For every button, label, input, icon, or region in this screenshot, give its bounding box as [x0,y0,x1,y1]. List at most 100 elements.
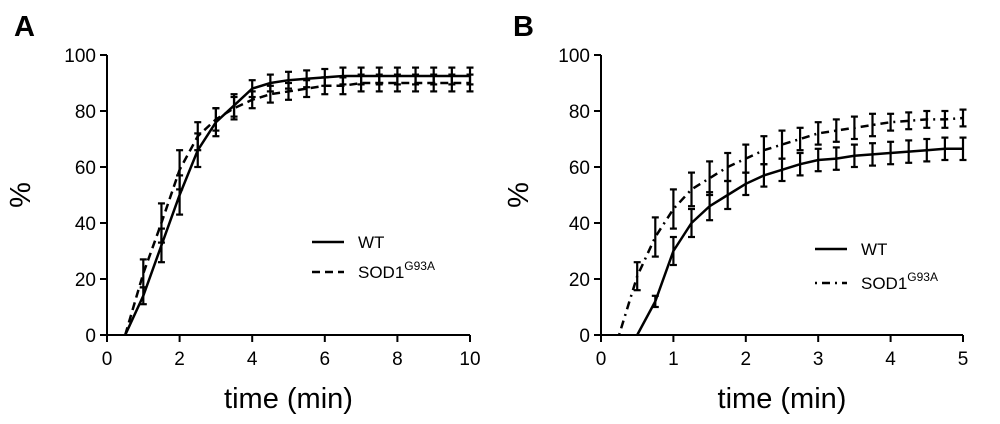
panel-b-y-tick-label: 20 [569,270,590,291]
panel-b-series-sod1-point [724,151,732,183]
panel-b-series-wt-point [850,143,858,169]
panel-b-series-sod1-line [617,116,964,336]
panel-a-series-sod1-point [176,149,184,191]
panel-a-series-sod1-point [139,258,147,289]
panel-b-series-sod1-point [633,261,641,292]
panel-b-series-wt-point [651,294,659,309]
panel-b-x-tick-label: 2 [741,349,752,370]
panel-a-series-sod1-point [266,84,274,104]
panel-b-legend-label-sod1: SOD1G93A [861,270,938,293]
panel-b-series-sod1-point [742,143,750,174]
panel-b-series-wt-point [923,137,931,163]
panel-b-label: B [513,11,534,43]
panel-b-x-tick-label: 1 [668,349,679,370]
panel-a-label: A [14,11,35,43]
panel-a-y-tick-label: 20 [75,270,96,291]
panel-b-series-sod1-point [905,111,913,131]
panel-a-series-sod1-point [285,81,292,101]
panel-b-legend-label-wt: WT [861,240,887,259]
panel-b-y-axis-title: % [503,182,535,208]
panel-a: A 0 20 40 60 80 100 0 2 4 6 8 10 time (min)% WT SOD1G93… [5,11,481,415]
panel-a-y-axis-title: % [5,182,37,208]
panel-b-series-wt-point [724,179,732,211]
panel-b-series-sod1-point [923,109,931,129]
panel-b-series-sod1-point [850,115,858,141]
panel-b-series-sod1-point [887,112,895,132]
panel-b-series-sod1 [617,108,967,336]
panel-a-series-sod1-line [124,81,470,336]
panel-b-x-tick-label: 5 [958,349,969,370]
panel-b-series-wt [636,136,967,336]
panel-a-legend-label-sod1: SOD1G93A [358,259,435,282]
panel-a-series-sod1-point [430,73,438,93]
panel-a-series-sod1-point [212,107,220,132]
panel-b-series-wt-point [869,142,876,167]
panel-b-y-tick-label: 0 [579,326,590,347]
panel-a-x-tick-label: 10 [459,349,480,370]
panel-b-x-tick-label: 0 [596,349,607,370]
panel-b-series-wt-point [959,136,967,162]
panel-b-series-sod1-point [760,135,768,166]
panel-a-y-tick-label: 0 [85,326,96,347]
panel-b-x-tick-label: 3 [813,349,824,370]
panel-a-x-tick-label: 0 [102,349,113,370]
panel-a-series-sod1-point [466,73,474,93]
panel-b-series-wt-point [796,151,804,177]
panel-b-y-tick-label: 40 [569,214,590,235]
panel-b-series-sod1-point [832,118,840,143]
panel-b-series-wt-point [905,139,913,164]
panel-b-series-wt-point [887,140,895,166]
panel-b-x-tick-label: 4 [885,349,896,370]
panel-b-series-sod1-point [941,109,949,129]
panel-a-x-tick-label: 2 [174,349,185,370]
panel-b-series-sod1-point [869,112,876,138]
panel-a-y-tick-label: 40 [75,214,96,235]
panel-b-series-wt-point [706,191,714,222]
panel-b-series-sod1-point [814,121,822,146]
panel-a-series-sod1-point [230,95,238,121]
panel-a-x-axis-title: time (min) [224,383,353,415]
panel-b-series-sod1-point [959,108,967,128]
panel-a-legend-superscript: G93A [404,259,435,273]
panel-a-series-sod1-point [194,121,202,152]
panel-a-series-sod1-point [448,73,456,93]
panel-b-y-tick-label: 100 [558,46,590,67]
panel-a-series-sod1-point [157,202,165,244]
panel-b-series-sod1-point [669,188,677,230]
panel-b-series-wt-point [941,136,949,162]
panel-a-x-tick-label: 6 [320,349,331,370]
panel-b-series-sod1-point [651,216,659,258]
panel-b-series-wt-point [832,146,840,171]
panel-a-series-sod1-point [357,73,365,93]
panel-a-series-wt-line [124,74,470,336]
panel-b-x-axis-title: time (min) [718,383,847,415]
panel-a-legend-label-wt: WT [358,233,384,252]
panel-a-series-sod1-point [393,73,401,93]
panel-b: B 0 20 40 60 80 100 0 1 2 3 4 5 time (min)% WT SOD1G93A [503,11,968,415]
panel-a-x-tick-label: 8 [392,349,403,370]
panel-b-series-sod1-point [688,171,695,208]
panel-a-series-sod1-point [375,73,383,93]
panel-b-y-tick-label: 80 [569,102,590,123]
panel-a-series-sod1-point [339,76,347,96]
panel-a-series-sod1 [124,73,474,336]
panel-b-series-sod1-point [778,129,786,160]
panel-a-y-tick-label: 60 [75,158,96,179]
panel-a-y-tick-label: 80 [75,102,96,123]
panel-b-series-wt-point [688,207,695,239]
panel-a-series-sod1-point [248,90,256,110]
panel-a-series-sod1-point [321,76,329,96]
panel-b-series-wt-line [636,147,963,336]
panel-a-series-sod1-point [412,73,420,93]
panel-b-y-tick-label: 60 [569,158,590,179]
panel-b-series-wt-point [669,235,677,267]
panel-b-series-sod1-point [796,126,804,152]
panel-b-series-wt-point [814,147,822,173]
panel-a-y-tick-label: 100 [64,46,96,67]
panel-a-series-sod1-point [303,79,311,99]
panel-a-x-tick-label: 4 [247,349,258,370]
panel-a-series-wt [124,66,474,336]
panel-b-legend-superscript: G93A [907,270,938,284]
panel-b-series-sod1-point [706,160,714,197]
